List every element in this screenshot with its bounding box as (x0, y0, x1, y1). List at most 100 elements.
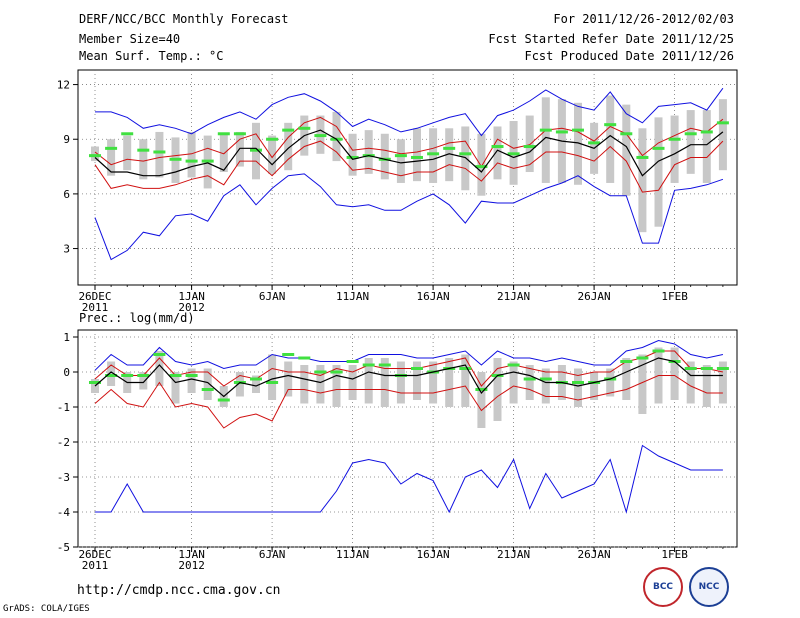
spread-box (268, 135, 277, 174)
panel-frame (77, 329, 738, 548)
spread-box (702, 110, 711, 183)
chart-title: DERF/NCC/BCC Monthly Forecast (79, 12, 289, 26)
x-tick-label: 16JAN (417, 290, 450, 303)
spread-box (445, 358, 454, 407)
y-tick-label: 9 (63, 133, 70, 146)
spread-box (654, 117, 663, 227)
spread-box (219, 133, 228, 173)
spread-box (477, 133, 486, 196)
spread-box (300, 365, 309, 404)
y-tick-label: 1 (63, 331, 70, 344)
spread-box (252, 375, 260, 393)
spread-box (574, 368, 582, 407)
spread-box (622, 358, 631, 400)
spread-box (638, 354, 647, 414)
spread-box (718, 361, 727, 404)
spread-box (203, 368, 212, 400)
ncc-logo: NCC (689, 567, 729, 607)
y-tick-label: -1 (57, 401, 70, 414)
series-lower-line (94, 375, 723, 429)
y-tick-label: -3 (57, 471, 70, 484)
spread-box (590, 372, 599, 400)
spread-box (364, 130, 373, 174)
spread-box (493, 358, 502, 421)
spread-box (541, 368, 550, 404)
spread-box (525, 365, 534, 400)
spread-box (187, 368, 196, 393)
x-tick-label: 6JAN (259, 290, 286, 303)
series-min-line (95, 444, 723, 514)
spread-box (316, 365, 325, 404)
spread-box (622, 104, 631, 196)
x-tick-label: 1FEB (661, 290, 688, 303)
series-lower-line (94, 140, 724, 193)
x-tick-label: 11JAN (336, 548, 369, 561)
spread-box (139, 139, 148, 180)
x-tick-label: 1JAN 2012 (178, 290, 205, 314)
x-tick-label: 26JAN (578, 548, 611, 561)
y-tick-label: 3 (63, 243, 70, 256)
spread-box (235, 372, 244, 397)
x-tick-label: 21JAN (497, 290, 530, 303)
bcc-logo: BCC (643, 567, 683, 607)
spread-box (284, 361, 293, 397)
spread-box (541, 97, 550, 183)
spread-box (348, 365, 357, 400)
spread-box (638, 128, 647, 233)
spread-box (348, 133, 357, 176)
spread-box (606, 95, 615, 183)
spread-box (268, 354, 277, 400)
grads-credit: GrADS: COLA/IGES (3, 604, 90, 614)
spread-box (718, 99, 727, 171)
spread-box (606, 368, 615, 397)
start-date: Fcst Started Refer Date 2011/12/25 (488, 32, 734, 46)
x-tick-label: 16JAN (417, 548, 450, 561)
y-tick-label: 0 (63, 366, 70, 379)
spread-box (364, 358, 373, 404)
spread-box (123, 135, 132, 171)
spread-box (396, 361, 405, 404)
panel-frame (77, 69, 738, 286)
spread-box (332, 365, 341, 407)
spread-box (284, 122, 293, 171)
x-tick-label: 26DEC 2011 (78, 548, 111, 572)
produced-date: Fcst Produced Date 2011/12/26 (524, 49, 734, 63)
spread-box (139, 372, 148, 390)
precip-panel-title: Prec.: log(mm/d) (79, 311, 195, 325)
spread-box (461, 126, 470, 191)
variable-label: Mean Surf. Temp.: °C (79, 49, 224, 63)
spread-box (155, 351, 164, 386)
x-tick-label: 1FEB (661, 548, 688, 561)
member-size: Member Size=40 (79, 32, 181, 46)
spread-box (429, 361, 438, 404)
spread-box (107, 361, 116, 386)
spread-box (187, 131, 196, 178)
spread-box (670, 115, 679, 183)
x-tick-label: 1JAN 2012 (178, 548, 205, 572)
spread-box (91, 146, 99, 162)
spread-box (429, 128, 438, 183)
spread-box (686, 110, 695, 174)
spread-box (509, 361, 518, 404)
spread-box (380, 133, 389, 180)
y-tick-label: -5 (57, 541, 70, 554)
series-mean-line (94, 129, 724, 177)
spread-box (413, 361, 421, 400)
spread-box (702, 365, 711, 407)
series-mean-line (94, 357, 723, 398)
spread-box (332, 111, 341, 162)
spread-box (493, 126, 502, 180)
source-url[interactable]: http://cmdp.ncc.cma.gov.cn (77, 583, 281, 598)
spread-box (574, 102, 582, 185)
spread-box (445, 128, 454, 182)
forecast-period: For 2011/12/26-2012/02/03 (553, 12, 734, 26)
spread-box (396, 139, 405, 183)
spread-box (670, 347, 679, 400)
series-max-line (94, 339, 724, 371)
x-tick-label: 6JAN (259, 548, 286, 561)
series-upper-line (94, 116, 724, 168)
spread-box (171, 372, 180, 404)
x-tick-label: 26DEC 2011 (78, 290, 111, 314)
y-tick-label: 6 (63, 188, 70, 201)
spread-box (461, 354, 470, 407)
